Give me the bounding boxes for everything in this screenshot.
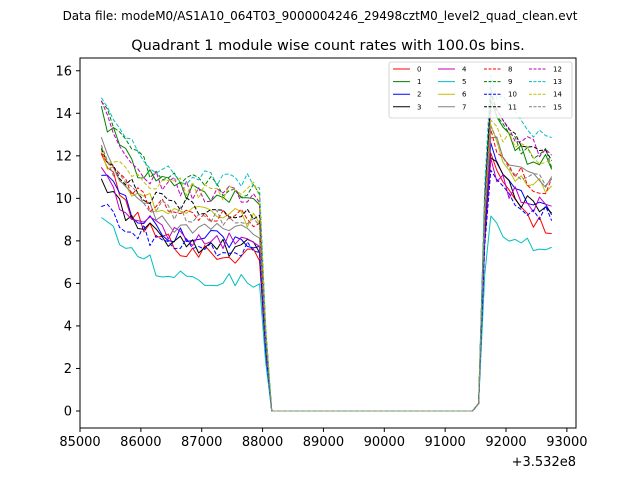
x-axis: 85000 86000 87000 88000 89000 90000 91000 92000… bbox=[59, 428, 588, 450]
legend-label-13: 13 bbox=[553, 78, 562, 86]
x-axis-offset-label: +3.532e8 bbox=[512, 455, 576, 470]
legend-box bbox=[388, 61, 573, 119]
data-file-suptitle: Data file: modeM0/AS1A10_064T03_90000042… bbox=[63, 9, 578, 23]
legend-label-8: 8 bbox=[508, 66, 512, 74]
legend-label-7: 7 bbox=[462, 103, 466, 111]
legend-label-6: 6 bbox=[462, 91, 467, 99]
legend-label-12: 12 bbox=[553, 66, 562, 74]
legend-label-10: 10 bbox=[508, 91, 517, 99]
legend-label-14: 14 bbox=[553, 91, 562, 99]
legend-label-4: 4 bbox=[462, 66, 467, 74]
plot-frame bbox=[79, 57, 577, 429]
x-tick-label: 89000 bbox=[303, 435, 344, 450]
series-line-15 bbox=[100, 126, 553, 412]
legend-label-2: 2 bbox=[417, 91, 421, 99]
y-tick-label: 2 bbox=[64, 362, 72, 377]
x-tick-label: 85000 bbox=[59, 435, 100, 450]
x-tick-label: 91000 bbox=[424, 435, 465, 450]
series-layer bbox=[100, 74, 553, 412]
legend-label-3: 3 bbox=[417, 103, 421, 111]
y-tick-label: 10 bbox=[55, 192, 72, 207]
legend-label-1: 1 bbox=[417, 78, 421, 86]
y-tick-label: 14 bbox=[55, 107, 72, 122]
x-tick-label: 92000 bbox=[485, 435, 526, 450]
y-tick-label: 6 bbox=[64, 277, 72, 292]
y-tick-label: 16 bbox=[55, 64, 72, 79]
y-tick-label: 0 bbox=[64, 404, 72, 419]
legend-label-5: 5 bbox=[462, 78, 466, 86]
y-tick-label: 8 bbox=[64, 234, 72, 249]
x-tick-label: 87000 bbox=[181, 435, 222, 450]
y-tick-label: 4 bbox=[64, 319, 72, 334]
y-axis: 0 2 4 6 8 10 12 14 16 bbox=[55, 64, 80, 419]
x-tick-label: 90000 bbox=[364, 435, 405, 450]
x-tick-label: 88000 bbox=[242, 435, 283, 450]
x-tick-label: 86000 bbox=[120, 435, 161, 450]
legend-label-9: 9 bbox=[508, 78, 512, 86]
legend-label-15: 15 bbox=[553, 103, 562, 111]
x-tick-label: 93000 bbox=[546, 435, 587, 450]
legend-label-11: 11 bbox=[508, 103, 517, 111]
y-tick-label: 12 bbox=[55, 149, 72, 164]
legend-label-0: 0 bbox=[417, 66, 421, 74]
chart-title: Quadrant 1 module wise count rates with … bbox=[131, 38, 525, 54]
